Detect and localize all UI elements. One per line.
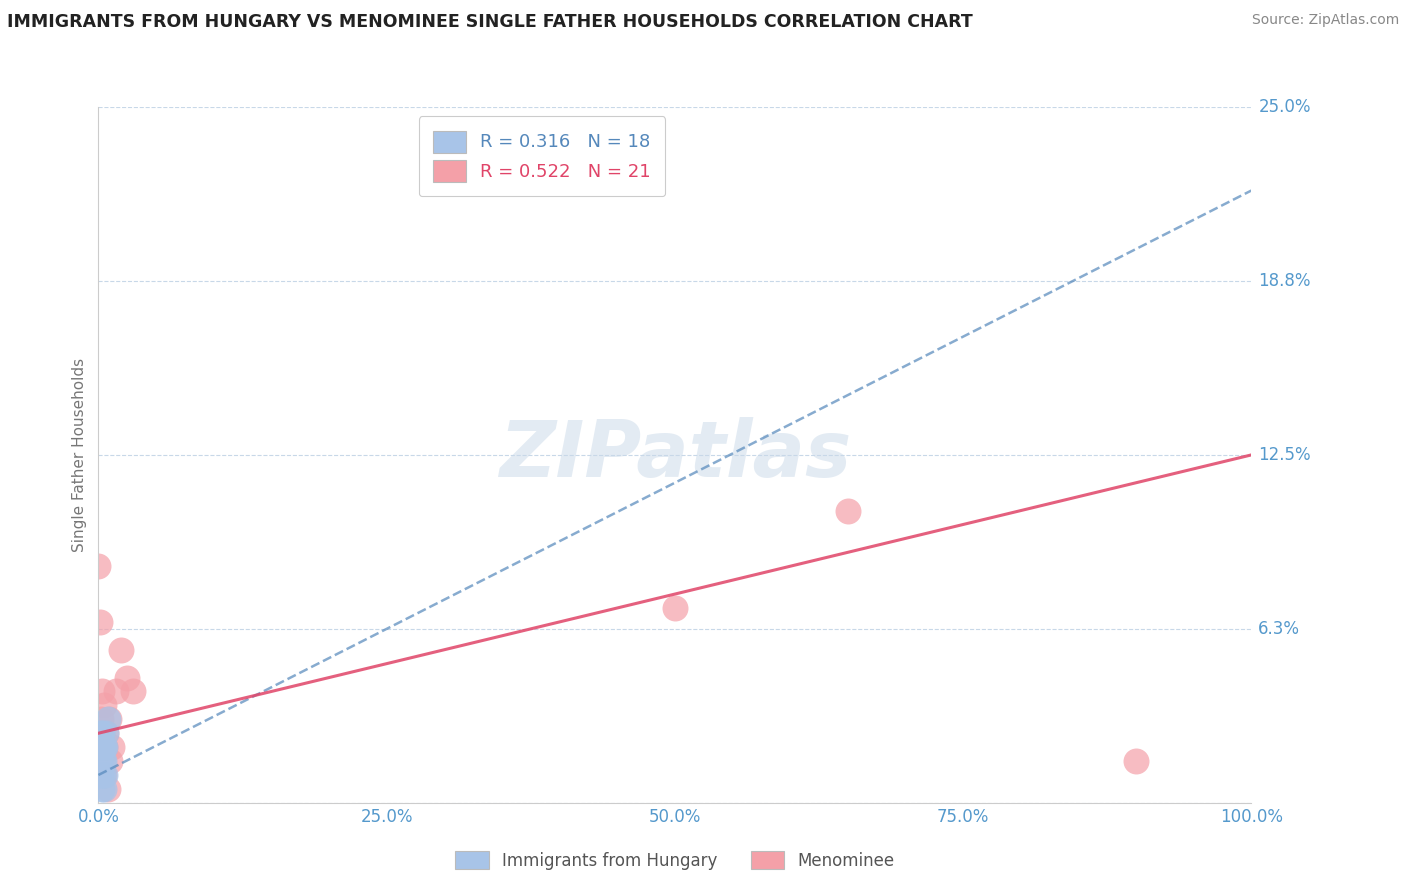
- Point: [837, 503, 859, 517]
- Text: 18.8%: 18.8%: [1258, 272, 1310, 290]
- Y-axis label: Single Father Households: Single Father Households: [72, 358, 87, 552]
- Point: [97, 712, 120, 726]
- Point: [89, 754, 111, 768]
- Point: [90, 768, 112, 782]
- Text: ZIPatlas: ZIPatlas: [499, 417, 851, 493]
- Point: [94, 768, 117, 782]
- Point: [93, 740, 115, 755]
- Point: [89, 740, 111, 755]
- Point: [96, 726, 118, 740]
- Point: [87, 559, 110, 574]
- Point: [91, 740, 114, 755]
- Point: [90, 726, 112, 740]
- Text: Source: ZipAtlas.com: Source: ZipAtlas.com: [1251, 13, 1399, 28]
- Point: [91, 740, 114, 755]
- Point: [97, 781, 120, 796]
- Point: [87, 768, 110, 782]
- Point: [89, 615, 111, 629]
- Point: [104, 684, 127, 698]
- Point: [117, 671, 138, 685]
- Legend: Immigrants from Hungary, Menominee: Immigrants from Hungary, Menominee: [447, 843, 903, 878]
- Point: [93, 768, 115, 782]
- Point: [90, 726, 112, 740]
- Point: [101, 740, 124, 755]
- Point: [94, 740, 117, 755]
- Point: [93, 754, 115, 768]
- Point: [122, 684, 145, 698]
- Point: [90, 684, 112, 698]
- Point: [94, 740, 117, 755]
- Point: [98, 754, 121, 768]
- Point: [110, 642, 132, 657]
- Text: 25.0%: 25.0%: [1258, 98, 1310, 116]
- Text: IMMIGRANTS FROM HUNGARY VS MENOMINEE SINGLE FATHER HOUSEHOLDS CORRELATION CHART: IMMIGRANTS FROM HUNGARY VS MENOMINEE SIN…: [7, 13, 973, 31]
- Point: [664, 601, 686, 615]
- Point: [90, 740, 112, 755]
- Point: [96, 726, 118, 740]
- Text: 6.3%: 6.3%: [1258, 620, 1301, 638]
- Point: [91, 754, 114, 768]
- Point: [1125, 754, 1147, 768]
- Point: [90, 781, 112, 796]
- Point: [93, 781, 115, 796]
- Point: [90, 712, 112, 726]
- Point: [90, 726, 112, 740]
- Text: 12.5%: 12.5%: [1258, 446, 1310, 464]
- Point: [97, 712, 120, 726]
- Point: [91, 768, 114, 782]
- Point: [93, 698, 115, 713]
